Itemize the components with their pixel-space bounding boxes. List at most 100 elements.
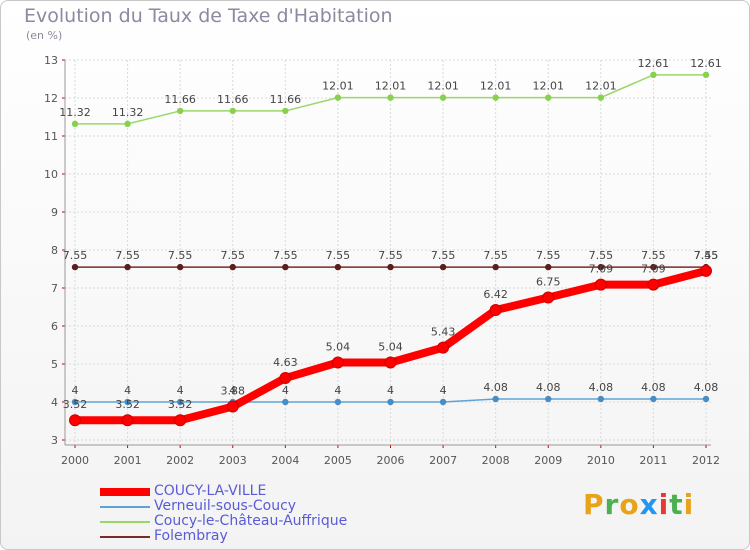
data-point-folembray [597, 263, 605, 271]
data-label-coucy-la-ville: 5.04 [378, 340, 403, 353]
data-point-folembray [334, 263, 342, 271]
data-label-verneuil-sous-coucy: 4 [282, 384, 289, 397]
data-label-coucy-la-ville: 7.09 [641, 263, 666, 276]
y-tick-label: 8 [51, 244, 58, 257]
data-label-verneuil-sous-coucy: 4 [72, 384, 79, 397]
data-point-coucy-la-ville [226, 400, 239, 413]
data-point-verneuil-sous-coucy [439, 398, 447, 406]
data-point-coucy-la-ville [647, 278, 660, 291]
data-label-coucy-le-chateau-auffrique: 12.01 [375, 80, 407, 93]
data-point-verneuil-sous-coucy [282, 398, 289, 406]
data-label-folembray: 7.55 [431, 249, 456, 262]
data-label-verneuil-sous-coucy: 4 [387, 384, 394, 397]
data-label-verneuil-sous-coucy: 4.08 [483, 381, 508, 394]
data-label-folembray: 7.55 [221, 249, 246, 262]
data-label-folembray: 7.55 [115, 249, 140, 262]
data-point-folembray [650, 263, 657, 271]
data-point-folembray [282, 263, 289, 271]
data-label-coucy-la-ville: 4.63 [273, 356, 298, 369]
data-point-folembray [71, 263, 79, 271]
legend-label: Folembray [154, 528, 228, 544]
data-point-verneuil-sous-coucy [334, 398, 342, 406]
data-point-coucy-le-chateau-auffrique [597, 94, 605, 101]
data-point-coucy-la-ville [331, 356, 344, 369]
y-tick-label: 6 [51, 320, 58, 333]
x-tick-label: 2010 [587, 454, 615, 467]
y-tick-label: 10 [44, 168, 58, 181]
legend-label: Verneuil-sous-Coucy [154, 498, 297, 514]
legend-swatch [100, 520, 150, 523]
data-label-coucy-la-ville: 5.04 [326, 340, 351, 353]
data-point-coucy-le-chateau-auffrique [702, 71, 710, 79]
data-label-folembray: 7.55 [63, 249, 88, 262]
data-point-coucy-la-ville [279, 372, 292, 385]
data-label-coucy-la-ville: 7.09 [589, 263, 614, 276]
y-tick-label: 4 [51, 396, 58, 409]
data-label-coucy-la-ville: 3.52 [63, 398, 88, 411]
x-tick-label: 2003 [219, 454, 247, 467]
data-point-coucy-le-chateau-auffrique [124, 120, 131, 128]
data-label-verneuil-sous-coucy: 4 [334, 384, 341, 397]
y-tick-label: 7 [51, 282, 58, 295]
data-label-verneuil-sous-coucy: 4.08 [694, 381, 719, 394]
data-point-verneuil-sous-coucy [176, 398, 184, 406]
data-point-folembray [229, 263, 236, 271]
legend-item: Folembray [100, 529, 347, 544]
data-point-coucy-la-ville [700, 264, 712, 277]
legend-swatch [100, 535, 150, 538]
data-label-coucy-la-ville: 5.43 [431, 326, 456, 339]
data-label-folembray: 7.55 [378, 249, 403, 262]
data-label-coucy-le-chateau-auffrique: 11.66 [164, 93, 196, 106]
x-tick-label: 2008 [482, 454, 510, 467]
data-label-folembray: 7.55 [483, 249, 508, 262]
data-point-folembray [387, 263, 394, 271]
data-label-coucy-le-chateau-auffrique: 12.61 [638, 57, 670, 70]
data-label-verneuil-sous-coucy: 4 [124, 384, 131, 397]
data-point-coucy-le-chateau-auffrique [492, 94, 499, 101]
data-label-coucy-le-chateau-auffrique: 12.01 [427, 80, 459, 93]
brand-letter: P [583, 488, 605, 521]
legend-swatch [100, 487, 150, 496]
data-point-coucy-le-chateau-auffrique [439, 94, 447, 101]
chart-unit: (en %) [26, 29, 63, 42]
data-point-folembray [124, 263, 131, 271]
legend-item: Verneuil-sous-Coucy [100, 499, 347, 514]
y-tick-label: 13 [44, 54, 58, 67]
chart-legend: COUCY-LA-VILLE Verneuil-sous-Coucy Coucy-l… [100, 484, 347, 544]
y-tick-label: 5 [51, 358, 58, 371]
data-point-coucy-le-chateau-auffrique [334, 94, 342, 101]
y-tick-label: 12 [44, 92, 58, 105]
x-tick-label: 2000 [61, 454, 89, 467]
data-label-coucy-le-chateau-auffrique: 11.66 [270, 93, 302, 106]
data-label-coucy-le-chateau-auffrique: 12.01 [585, 80, 617, 93]
legend-label: COUCY-LA-VILLE [154, 483, 267, 499]
x-tick-label: 2011 [639, 454, 667, 467]
x-tick-label: 2006 [377, 454, 405, 467]
data-point-coucy-la-ville [174, 414, 187, 427]
data-point-coucy-la-ville [542, 291, 555, 304]
legend-item: Coucy-le-Château-Auffrique [100, 514, 347, 529]
x-tick-label: 2009 [534, 454, 562, 467]
data-point-coucy-la-ville [384, 356, 397, 369]
data-point-verneuil-sous-coucy [545, 395, 552, 403]
legend-swatch [100, 505, 150, 508]
data-point-coucy-la-ville [69, 414, 81, 427]
data-label-folembray: 7.55 [589, 249, 614, 262]
x-tick-label: 2007 [429, 454, 457, 467]
data-label-coucy-la-ville: 3.88 [221, 385, 246, 398]
data-point-coucy-le-chateau-auffrique [176, 107, 184, 115]
brand-letter: o [619, 488, 640, 521]
data-point-folembray [492, 263, 499, 271]
data-point-coucy-le-chateau-auffrique [71, 120, 79, 128]
x-tick-label: 2001 [114, 454, 142, 467]
data-point-verneuil-sous-coucy [650, 395, 657, 403]
data-label-folembray: 7.55 [326, 249, 351, 262]
brand-logo: Proxiti [583, 488, 694, 521]
data-label-coucy-la-ville: 3.52 [168, 398, 193, 411]
data-point-verneuil-sous-coucy [597, 395, 605, 403]
data-point-verneuil-sous-coucy [124, 398, 131, 406]
data-label-coucy-le-chateau-auffrique: 11.66 [217, 93, 249, 106]
data-label-coucy-le-chateau-auffrique: 12.61 [690, 57, 722, 70]
